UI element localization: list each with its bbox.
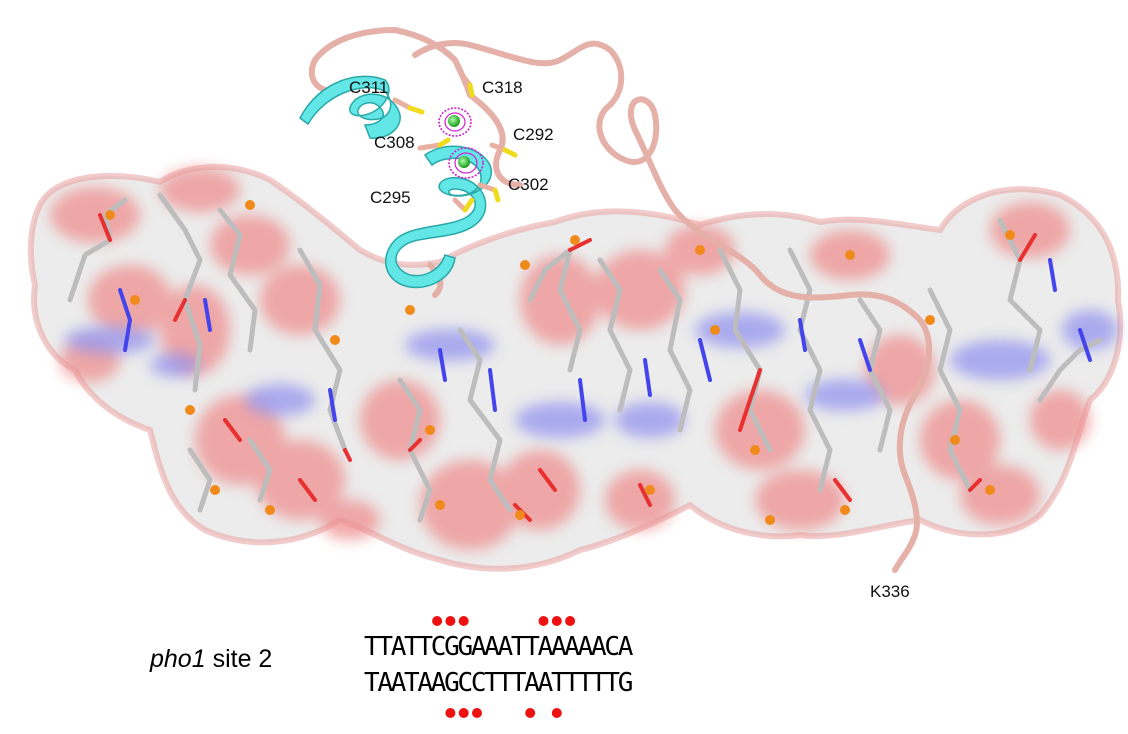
site-caption: pho1 site 2: [150, 645, 272, 674]
label-c311: C311: [349, 78, 388, 97]
sequence-top-strand: TTATTCGGAAATTAAAAACA: [364, 632, 633, 662]
bottom-strand-contact-dot: [472, 708, 482, 718]
density-mesh-2b: [454, 152, 478, 174]
top-strand-contact-dot: [432, 616, 443, 626]
phosphorus-atoms: [105, 200, 1015, 525]
sequence-bottom-strand: TAATAAGCCTTTAATTTTTG: [364, 668, 633, 698]
bottom-strand-contact-dot: [551, 708, 562, 718]
zinc-ion-2: [458, 156, 470, 168]
helix-1-ribbon: [299, 75, 401, 139]
helix-2-ribbon: [385, 145, 493, 289]
bottom-strand-contact-dots: [445, 708, 562, 718]
cysteine-sidechains: [392, 72, 518, 213]
top-strand-contact-dot: [538, 616, 549, 626]
label-k336: K336: [870, 582, 910, 601]
helix-2: [385, 145, 493, 289]
zinc-site-1: [438, 107, 472, 137]
top-strand-contact-dot: [458, 616, 469, 626]
density-mesh-1b: [444, 112, 466, 132]
helix-1: [299, 75, 401, 139]
bottom-strand-contact-dot: [458, 708, 469, 718]
label-c318: C318: [482, 78, 523, 97]
zinc-site-2: [448, 147, 484, 179]
bottom-strand-contact-dot: [445, 708, 456, 718]
site-suffix: site 2: [205, 645, 273, 673]
top-strand-contact-dot: [565, 616, 576, 626]
residue-labels: C311 C318 C308 C292 C295 C302 K336: [349, 78, 910, 601]
density-mesh-1: [438, 107, 472, 137]
top-strand-contact-dot: [551, 616, 562, 626]
top-strand-contact-dot: [445, 616, 456, 626]
bottom-strand-contact-dot: [525, 708, 536, 718]
label-c295: C295: [370, 188, 411, 207]
dna-sticks: [67, 192, 1103, 523]
density-mesh-2: [448, 147, 484, 179]
nitrogen-patches: [65, 310, 1118, 438]
gene-name: pho1: [150, 645, 206, 673]
top-strand-contact-dots: [432, 616, 576, 626]
label-c292: C292: [513, 125, 554, 144]
label-c308: C308: [374, 133, 415, 152]
dna-surface: [27, 164, 1124, 572]
zinc-ion-1: [448, 115, 460, 127]
label-c302: C302: [508, 175, 549, 194]
